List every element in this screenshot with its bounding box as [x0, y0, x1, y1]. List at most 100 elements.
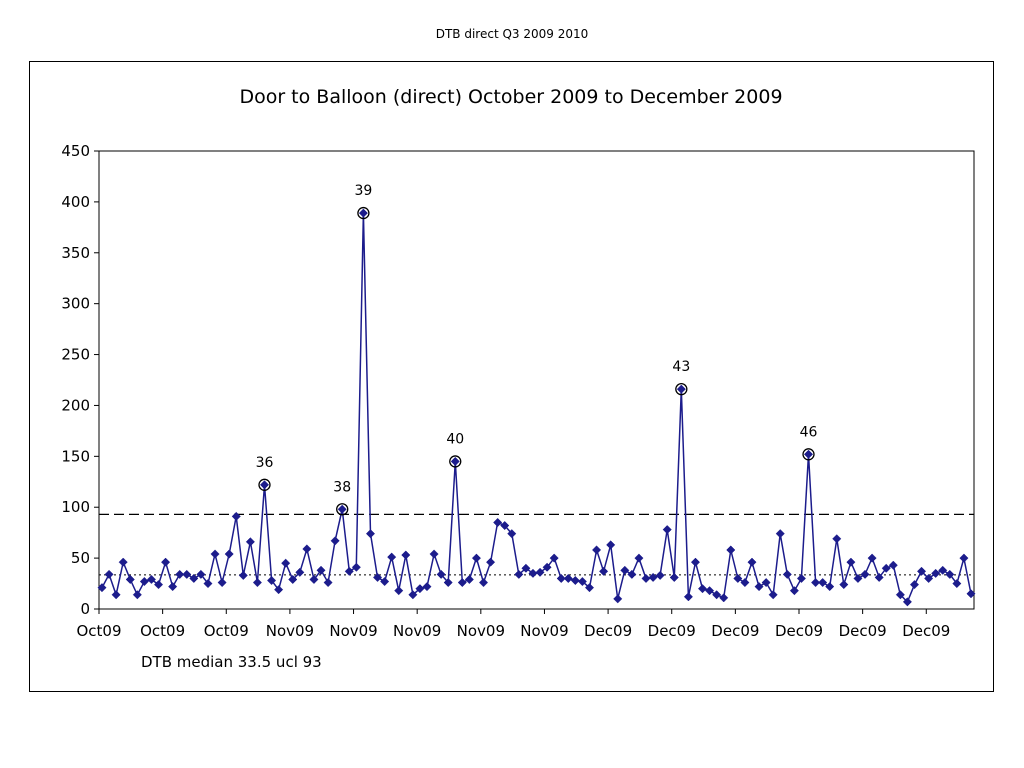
data-point — [139, 576, 149, 587]
data-point — [796, 573, 806, 584]
outlier-marker — [258, 478, 271, 491]
data-point — [775, 529, 785, 539]
series-line — [101, 213, 972, 604]
data-point — [464, 574, 474, 585]
data-point — [457, 577, 467, 588]
x-tick-label: Dec09 — [584, 622, 632, 640]
data-point — [436, 569, 446, 579]
data-point — [782, 569, 792, 579]
data-point — [874, 572, 884, 583]
data-point — [125, 574, 135, 585]
data-point — [478, 577, 489, 588]
data-point — [867, 553, 877, 563]
data-point — [372, 572, 383, 583]
data-point — [719, 593, 729, 603]
y-tick-label: 350 — [61, 244, 90, 262]
data-point — [507, 529, 517, 539]
x-tick-label: Nov09 — [329, 622, 377, 640]
data-point — [803, 449, 814, 459]
data-point — [811, 577, 821, 588]
data-point — [662, 525, 672, 535]
outlier-marker — [357, 206, 370, 220]
data-point — [733, 573, 743, 584]
data-point — [316, 565, 326, 575]
data-point — [146, 574, 157, 585]
x-tick-label: Oct09 — [204, 622, 249, 640]
y-tick-label: 100 — [61, 498, 90, 516]
x-tick-label: Nov09 — [457, 622, 505, 640]
data-point — [938, 565, 948, 575]
data-point — [153, 580, 164, 590]
data-point — [613, 594, 623, 604]
data-point — [394, 586, 404, 596]
data-point — [344, 566, 354, 576]
x-tick-label: Dec09 — [839, 622, 887, 640]
data-point — [259, 480, 270, 490]
x-tick-label: Nov09 — [520, 622, 568, 640]
data-point — [924, 573, 934, 584]
data-point — [705, 586, 715, 596]
data-point — [281, 558, 291, 568]
data-point — [916, 566, 927, 576]
data-point — [577, 576, 587, 587]
data-point — [274, 585, 284, 595]
data-point — [132, 590, 142, 600]
data-point — [648, 572, 658, 583]
outlier-label: 46 — [800, 424, 818, 440]
data-point — [182, 569, 192, 579]
data-point — [584, 583, 595, 593]
data-point — [380, 576, 390, 587]
data-point — [429, 549, 439, 559]
data-point — [175, 569, 185, 579]
data-point — [563, 573, 573, 584]
data-point — [818, 577, 828, 588]
data-point — [422, 582, 432, 592]
data-point — [224, 549, 234, 559]
data-point — [217, 577, 227, 588]
x-tick-label: Oct09 — [140, 622, 185, 640]
outlier-label: 39 — [354, 183, 372, 199]
y-tick-label: 150 — [61, 447, 90, 465]
data-point — [902, 597, 912, 607]
outlier-label: 38 — [333, 479, 351, 495]
data-point — [97, 583, 107, 593]
data-point — [726, 545, 736, 555]
data-point — [443, 577, 453, 588]
data-point — [231, 511, 241, 521]
data-point — [825, 582, 835, 592]
data-point — [528, 568, 538, 578]
data-point — [669, 572, 679, 583]
annotations: 36 38 39 40 43 46 — [256, 183, 818, 516]
y-tick-label: 250 — [61, 346, 90, 364]
data-point — [238, 570, 248, 580]
data-point — [118, 557, 128, 567]
plot-area-border — [98, 150, 975, 610]
data-point — [683, 592, 693, 602]
x-tick-label: Dec09 — [902, 622, 950, 640]
data-point — [330, 536, 340, 546]
y-tick-label: 450 — [61, 142, 90, 160]
page-header: DTB direct Q3 2009 2010 — [435, 27, 589, 41]
data-point — [570, 575, 580, 586]
data-point — [358, 208, 368, 218]
data-point — [895, 590, 905, 600]
data-point — [945, 569, 955, 579]
x-tick-label: Nov09 — [393, 622, 441, 640]
data-point — [747, 557, 757, 567]
series-layer — [97, 208, 976, 607]
data-point — [486, 557, 496, 567]
data-point — [599, 566, 609, 576]
data-point — [676, 384, 686, 394]
footnote: DTB median 33.5 ucl 93 — [141, 653, 322, 671]
data-point — [549, 553, 559, 563]
data-point — [104, 569, 114, 579]
data-point — [471, 553, 482, 563]
data-point — [697, 584, 708, 594]
data-point — [401, 550, 411, 560]
outlier-marker — [675, 383, 688, 396]
outlier-label: 36 — [256, 455, 274, 471]
chart-frame: Door to Balloon (direct) October 2009 to… — [29, 61, 994, 692]
data-point — [952, 579, 962, 589]
data-point — [302, 544, 312, 554]
data-point — [500, 520, 510, 531]
